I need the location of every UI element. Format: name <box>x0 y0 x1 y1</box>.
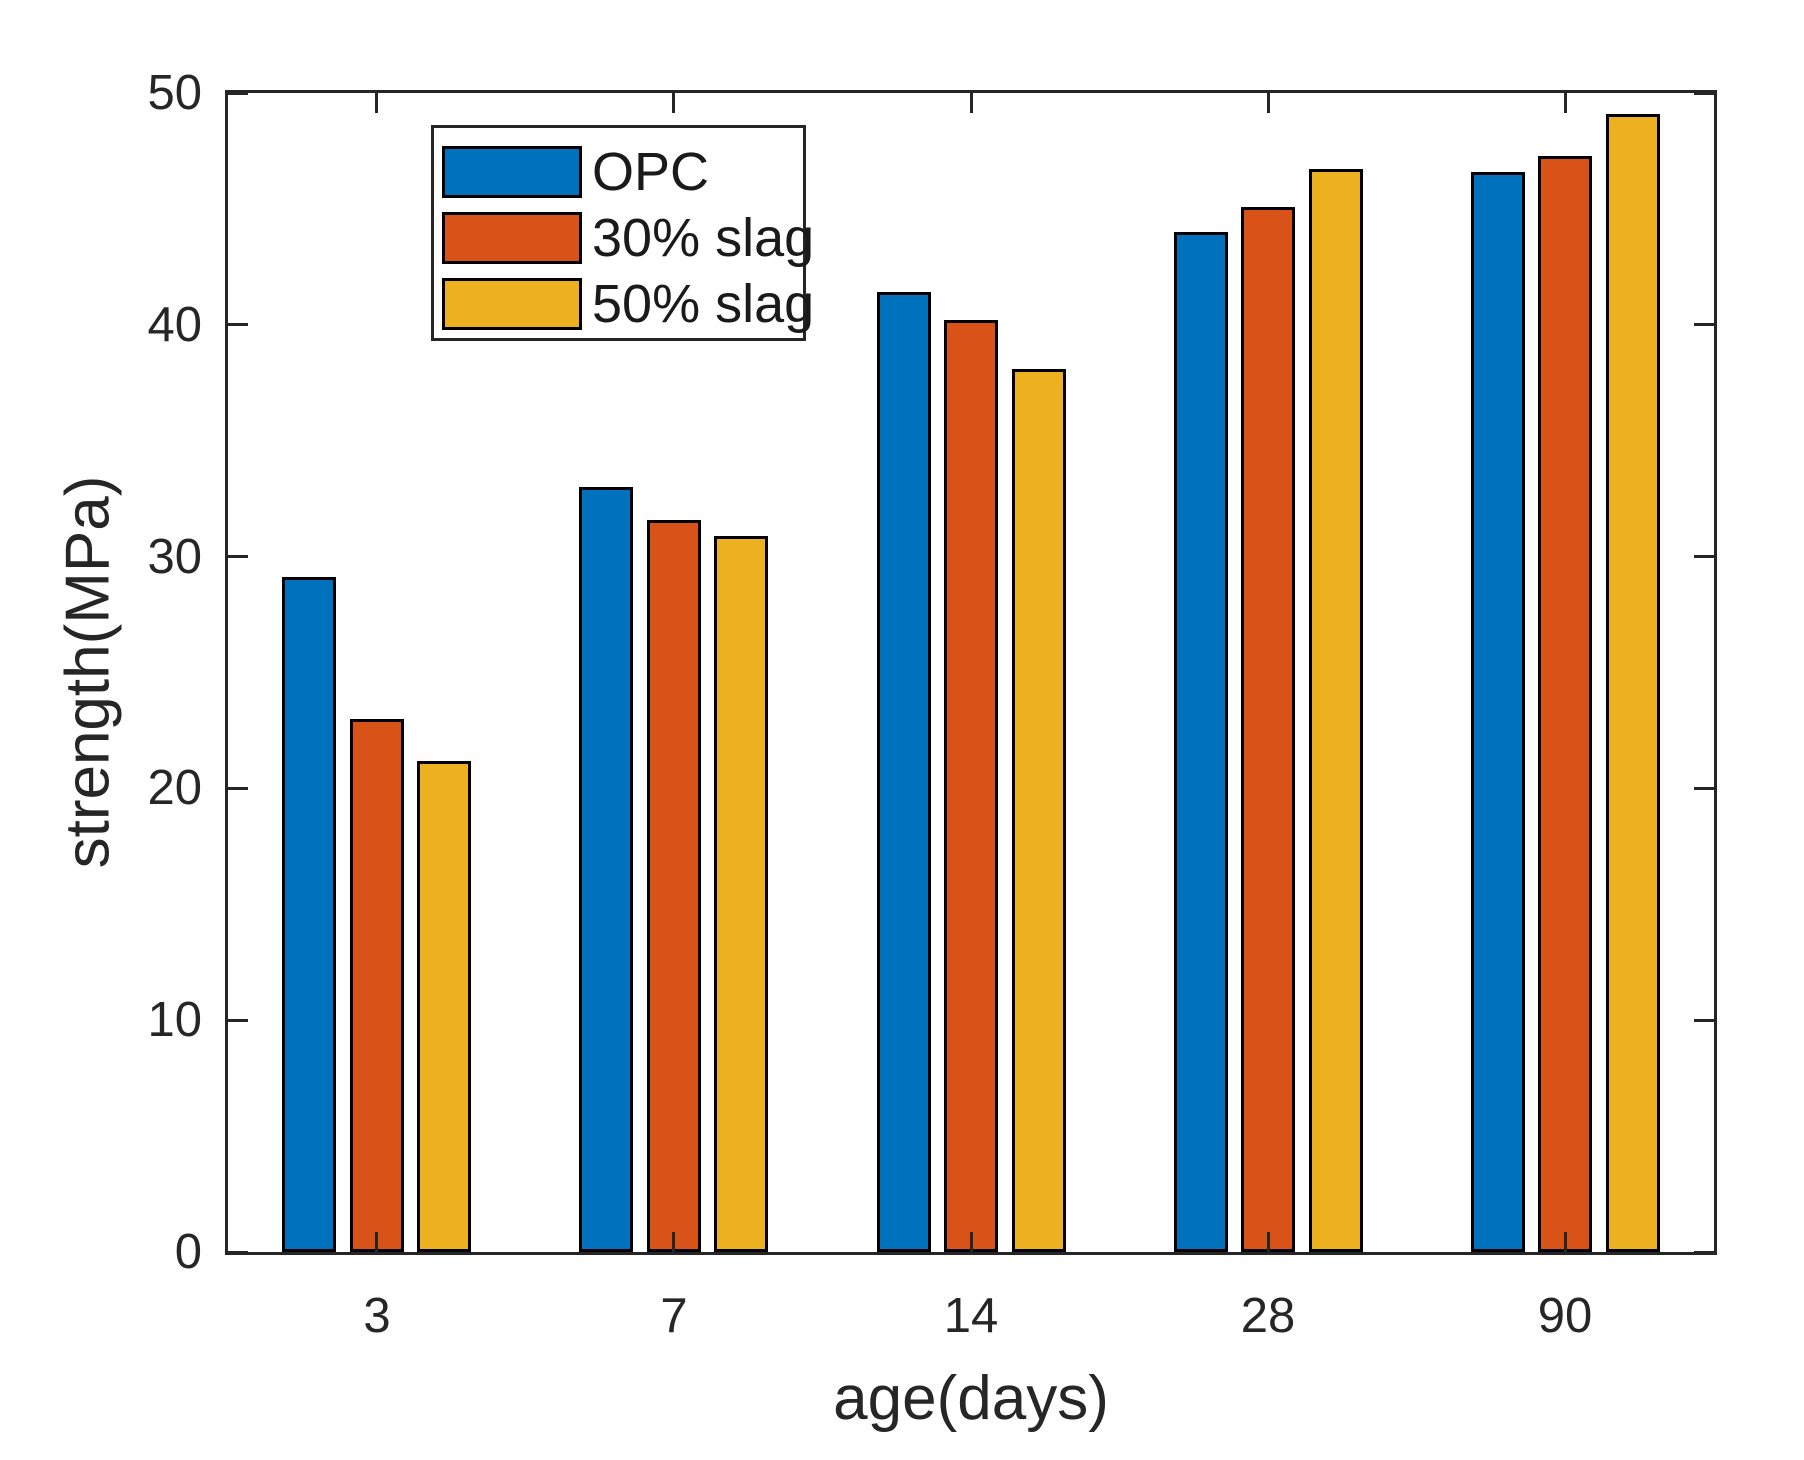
x-tick-label-7: 7 <box>660 1289 688 1343</box>
x-tick-top-7 <box>672 93 675 113</box>
bar-50-slag-14d <box>1012 369 1066 1252</box>
legend-label-30-slag: 30% slag <box>592 208 815 268</box>
x-tick-bottom-3 <box>375 1232 378 1252</box>
bar-30-slag-90d <box>1538 156 1592 1252</box>
y-tick-left-50 <box>228 92 248 95</box>
y-tick-label-30: 30 <box>147 530 202 584</box>
y-tick-left-20 <box>228 787 248 790</box>
bar-50-slag-90d <box>1606 114 1660 1252</box>
x-tick-bottom-14 <box>970 1232 973 1252</box>
x-axis-label: age(days) <box>833 1364 1109 1433</box>
legend-item-50-slag: 50% slag <box>434 277 814 331</box>
x-tick-label-90: 90 <box>1537 1289 1593 1343</box>
bar-opc-3d <box>282 577 336 1252</box>
y-tick-label-0: 0 <box>174 1225 202 1279</box>
y-tick-right-40 <box>1694 323 1714 326</box>
bar-opc-90d <box>1471 172 1525 1252</box>
legend: OPC 30% slag 50% slag <box>431 125 814 341</box>
bar-50-slag-7d <box>714 536 768 1252</box>
y-tick-right-50 <box>1694 92 1714 95</box>
x-tick-top-3 <box>375 93 378 113</box>
y-tick-right-30 <box>1694 555 1714 558</box>
x-tick-top-14 <box>970 93 973 113</box>
x-tick-bottom-90 <box>1564 1232 1567 1252</box>
y-tick-left-10 <box>228 1019 248 1022</box>
legend-label-opc: OPC <box>592 142 710 202</box>
bar-opc-14d <box>877 292 931 1252</box>
y-tick-left-30 <box>228 555 248 558</box>
y-tick-right-10 <box>1694 1019 1714 1022</box>
legend-swatch-50-slag <box>442 278 582 330</box>
y-tick-right-20 <box>1694 787 1714 790</box>
bar-50-slag-28d <box>1309 169 1363 1252</box>
x-tick-top-90 <box>1564 93 1567 113</box>
y-tick-left-0 <box>228 1251 248 1254</box>
x-tick-label-3: 3 <box>363 1289 391 1343</box>
y-tick-label-50: 50 <box>147 66 202 120</box>
bar-30-slag-14d <box>944 320 998 1252</box>
bar-50-slag-3d <box>417 761 471 1252</box>
bar-30-slag-3d <box>350 719 404 1252</box>
legend-swatch-30-slag <box>442 212 582 264</box>
x-tick-label-28: 28 <box>1240 1289 1296 1343</box>
bar-opc-28d <box>1174 232 1228 1252</box>
y-tick-label-40: 40 <box>147 298 202 352</box>
legend-item-30-slag: 30% slag <box>434 211 814 265</box>
x-tick-bottom-28 <box>1267 1232 1270 1252</box>
y-tick-label-10: 10 <box>147 993 202 1047</box>
bar-30-slag-7d <box>647 520 701 1252</box>
y-tick-right-0 <box>1694 1251 1714 1254</box>
plot-area: OPC 30% slag 50% slag <box>225 90 1717 1255</box>
legend-label-50-slag: 50% slag <box>592 274 815 334</box>
bar-30-slag-28d <box>1241 207 1295 1252</box>
legend-swatch-opc <box>442 146 582 198</box>
x-tick-bottom-7 <box>672 1232 675 1252</box>
bar-opc-7d <box>579 487 633 1252</box>
y-tick-left-40 <box>228 323 248 326</box>
x-tick-label-14: 14 <box>943 1289 999 1343</box>
x-tick-top-28 <box>1267 93 1270 113</box>
y-tick-label-20: 20 <box>147 761 202 815</box>
legend-item-opc: OPC <box>434 142 803 202</box>
